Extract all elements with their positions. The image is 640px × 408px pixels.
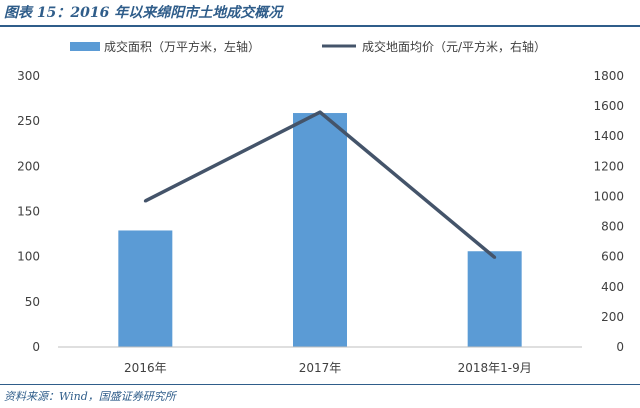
legend: 成交面积（万平方米，左轴） 成交地面均价（元/平方米，右轴）	[70, 39, 546, 54]
source-note: 资料来源：Wind，国盛证券研究所	[4, 390, 176, 403]
legend-label-bar: 成交面积（万平方米，左轴）	[104, 39, 260, 54]
left-tick-label: 200	[17, 159, 40, 173]
price-point-3	[493, 255, 497, 259]
price-point-1	[143, 199, 147, 203]
right-tick-label: 1200	[593, 159, 624, 173]
right-tick-label: 1400	[593, 129, 624, 143]
right-tick-label: 1800	[593, 69, 624, 83]
x-tick-label: 2018年1-9月	[458, 361, 532, 375]
left-tick-label: 150	[17, 205, 40, 219]
left-tick-label: 100	[17, 250, 40, 264]
right-tick-label: 1600	[593, 99, 624, 113]
x-tick-label: 2016年	[124, 361, 167, 375]
right-axis: 0 200 400 600 800 1000 1200 1400 1600 1800	[593, 69, 624, 354]
chart-title: 图表 15：2016 年以来绵阳市土地成交概况	[4, 5, 283, 21]
right-tick-label: 800	[601, 220, 624, 234]
right-tick-label: 1000	[593, 189, 624, 203]
left-tick-label: 250	[17, 114, 40, 128]
source-rule	[0, 384, 640, 385]
left-tick-label: 0	[32, 340, 40, 354]
chart: 成交面积（万平方米，左轴） 成交地面均价（元/平方米，右轴） 0 50 100 150…	[17, 39, 624, 375]
right-tick-label: 200	[601, 310, 624, 324]
legend-swatch-bar	[70, 42, 100, 51]
right-tick-label: 600	[601, 250, 624, 264]
line-series	[143, 110, 497, 259]
bar-3	[467, 251, 522, 347]
title-rule	[0, 25, 640, 27]
bars	[118, 113, 522, 347]
left-tick-label: 50	[25, 295, 40, 309]
right-tick-label: 400	[601, 280, 624, 294]
left-tick-label: 300	[17, 69, 40, 83]
x-axis-labels: 2016年 2017年 2018年1-9月	[124, 361, 532, 375]
left-axis: 0 50 100 150 200 250 300	[17, 69, 40, 354]
right-tick-label: 0	[616, 340, 624, 354]
x-tick-label: 2017年	[299, 361, 342, 375]
bar-2	[293, 113, 347, 347]
bar-1	[118, 230, 173, 347]
price-point-2	[318, 110, 322, 114]
legend-label-line: 成交地面均价（元/平方米，右轴）	[362, 39, 546, 54]
